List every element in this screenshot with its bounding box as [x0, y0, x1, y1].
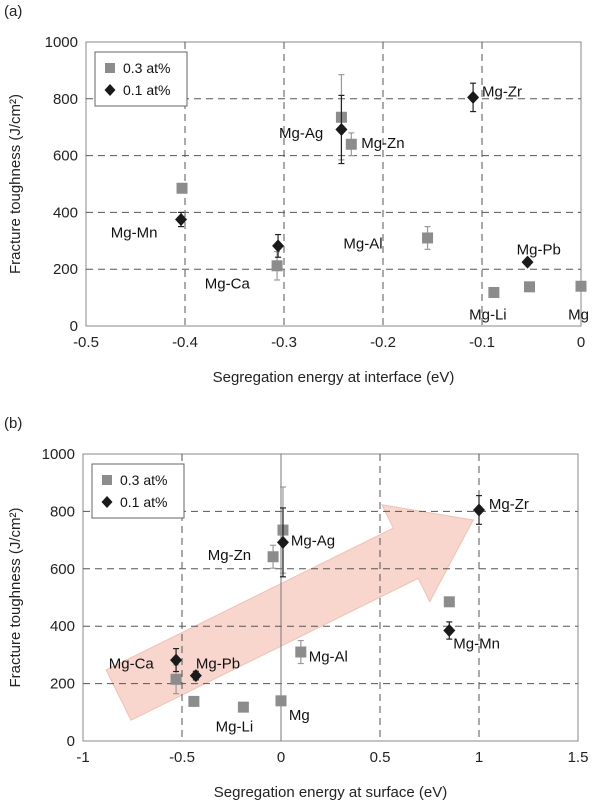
point-label: Mg-Mn [111, 224, 158, 241]
data-point-diamond [175, 213, 188, 226]
point-label: Mg-Ag [291, 533, 335, 550]
series-square [176, 74, 587, 298]
x-tick-label: -0.1 [469, 334, 495, 351]
legend-label: 0.3 at% [123, 60, 170, 76]
legend-square-marker [102, 475, 112, 485]
point-label: Mg-Al [309, 648, 348, 665]
x-tick-label: 1.5 [568, 749, 589, 766]
x-axis-label: Segregation energy at surface (eV) [214, 784, 447, 801]
x-tick-label: 0 [277, 749, 285, 766]
y-tick-label: 1000 [45, 34, 78, 51]
panel-label: (b) [4, 415, 22, 432]
chart-panel-b: (b) 0 200 400 600 800 1000 -1 -0.5 0 0.5 1 1.5 Segreg… [4, 415, 588, 801]
point-label: Mg-Pb [517, 241, 561, 258]
legend-label: 0.3 at% [120, 472, 167, 488]
point-label: Mg [289, 707, 310, 724]
legend-box [91, 463, 185, 519]
x-tick-label: -1 [76, 749, 89, 766]
y-tick-label: 0 [70, 318, 78, 335]
x-tick-label: -0.4 [172, 334, 198, 351]
data-point-diamond [335, 122, 348, 136]
data-point-square [422, 232, 434, 244]
point-label: Mg-Mn [453, 635, 500, 652]
y-tick-label: 0 [67, 733, 75, 750]
data-point-square [237, 701, 249, 713]
point-label: Mg-Zn [208, 547, 251, 564]
point-label: Mg-Li [216, 719, 254, 736]
y-tick-label: 600 [53, 148, 78, 165]
x-tick-label: -0.2 [370, 334, 396, 351]
series-diamond [170, 495, 485, 683]
point-label: Mg-Zr [482, 84, 522, 101]
legend-label: 0.1 at% [120, 494, 167, 510]
legend-diamond-marker [104, 84, 116, 96]
data-point-diamond [272, 239, 285, 253]
legend-label: 0.1 at% [123, 82, 170, 98]
y-tick-label: 400 [53, 204, 78, 221]
y-tick-label: 600 [50, 561, 75, 578]
y-tick-label: 200 [50, 676, 75, 693]
data-point-square [170, 673, 182, 685]
data-point-square [295, 646, 307, 658]
data-point-square [275, 695, 287, 707]
data-point-diamond [473, 503, 485, 517]
trend-arrow [105, 504, 474, 721]
data-point-diamond [170, 653, 183, 667]
x-tick-label: -0.3 [271, 334, 297, 351]
point-label: Mg-Zn [361, 135, 404, 152]
data-point-diamond [521, 255, 534, 269]
data-point-square [575, 280, 587, 292]
x-axis-label: Segregation energy at interface (eV) [213, 369, 455, 386]
data-point-square [524, 281, 536, 293]
data-point-square [188, 695, 200, 707]
y-tick-label: 200 [53, 261, 78, 278]
y-tick-label: 800 [50, 503, 75, 520]
x-tick-label: 1 [475, 749, 483, 766]
y-tick-label: 800 [53, 91, 78, 108]
legend-diamond-marker [101, 496, 113, 508]
point-label: Mg-Al [343, 236, 382, 253]
data-point-diamond [276, 535, 289, 549]
x-tick-label: -0.5 [73, 334, 99, 351]
data-point-square [345, 138, 357, 150]
x-tick-label: -0.5 [169, 749, 195, 766]
point-label: Mg [568, 307, 589, 324]
data-point-square [488, 286, 500, 298]
data-point-diamond [467, 90, 480, 104]
data-point-square [267, 551, 279, 563]
point-label: Mg-Pb [196, 656, 240, 673]
point-label: Mg-Zr [489, 496, 529, 513]
data-point-diamond [189, 669, 202, 683]
point-label: Mg-Li [469, 307, 507, 324]
point-label: Mg-Ag [279, 125, 323, 142]
chart-panel-a: (a) 0 200 400 600 800 1000 -0.5 -0.4 -0.3 -0.2 -0.1… [4, 3, 589, 386]
data-point-square [176, 182, 188, 194]
x-tick-label: 0.5 [370, 749, 391, 766]
series-diamond [175, 82, 534, 269]
y-tick-label: 400 [50, 618, 75, 635]
y-axis-label: Fracture toughness (J/cm²) [7, 507, 24, 687]
y-axis-label: Fracture toughness (J/cm²) [7, 94, 24, 274]
x-tick-label: 0 [577, 334, 585, 351]
legend-square-marker [105, 63, 115, 73]
y-tick-label: 1000 [42, 446, 75, 463]
point-label: Mg-Ca [205, 275, 251, 292]
plot-frame [85, 41, 582, 327]
legend-box [94, 51, 188, 107]
plot-frame [82, 453, 579, 742]
data-point-square [443, 596, 455, 608]
panel-label: (a) [4, 3, 22, 20]
point-label: Mg-Ca [109, 656, 155, 673]
data-point-square [271, 260, 283, 272]
data-point-diamond [443, 624, 456, 638]
